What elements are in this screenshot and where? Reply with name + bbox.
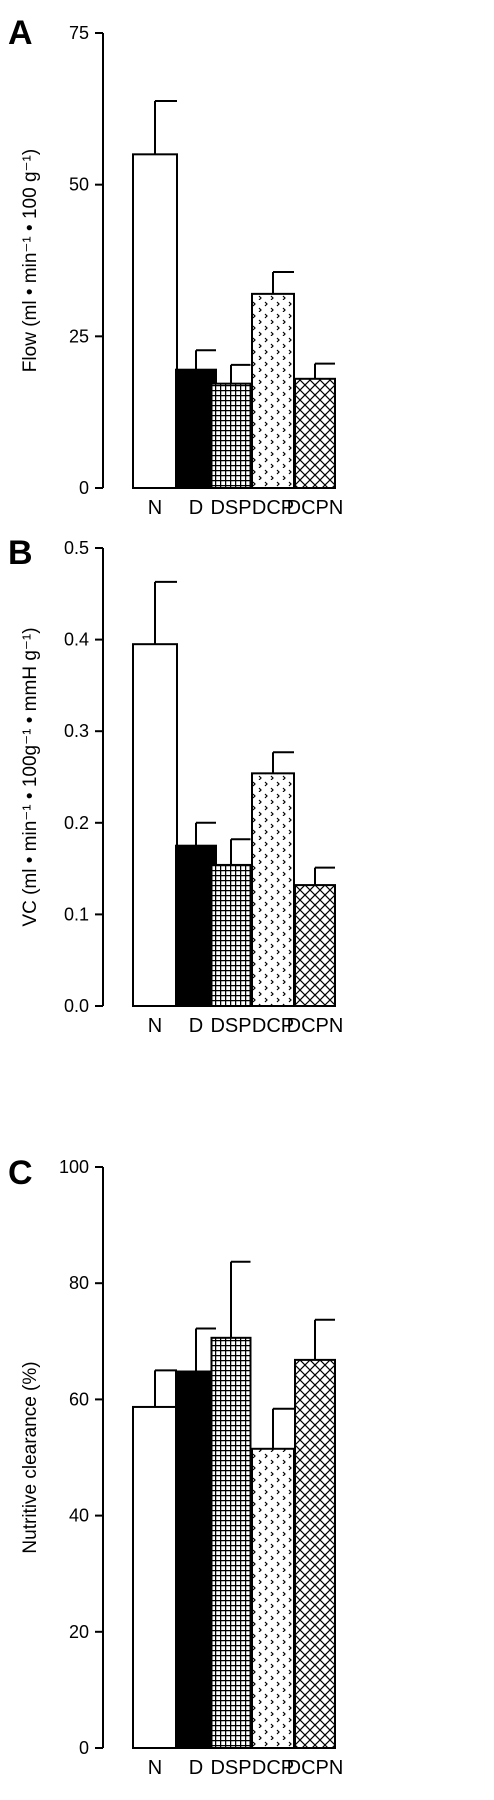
bar-n [132, 643, 178, 1007]
bar-dcp [251, 772, 295, 1007]
y-tick-label: 0.5 [64, 538, 89, 558]
bar-dcp [251, 1447, 295, 1750]
y-tick-label: 0.0 [64, 996, 89, 1016]
y-tick-label: 60 [69, 1389, 89, 1409]
x-category-label: DSP [210, 1757, 251, 1779]
bar-n [132, 153, 178, 489]
y-tick-label: 40 [69, 1506, 89, 1526]
y-tick-label: 100 [59, 1157, 89, 1177]
y-tick-label: 25 [69, 326, 89, 346]
bar-n [132, 1405, 178, 1749]
bar-dcpn [294, 377, 336, 489]
bar-dcp [251, 292, 295, 489]
panel-b: B 0.0 0.1 0.2 0.3 0.4 0.5 VC (ml • min⁻¹ • 100… [8, 534, 343, 1037]
x-category-label: N [148, 1015, 162, 1037]
y-tick-label: 20 [69, 1622, 89, 1642]
bar-d [175, 368, 217, 490]
x-category-label: DSP [210, 1015, 251, 1037]
y-tick-label: 80 [69, 1273, 89, 1293]
bar-d [175, 1370, 217, 1749]
x-category-label: DCP [252, 1757, 294, 1779]
x-category-label: D [189, 1757, 203, 1779]
y-tick-label: 0.4 [64, 630, 89, 650]
bar-dsp [210, 863, 252, 1007]
bar-d [175, 844, 217, 1008]
x-category-label: DCPN [287, 1757, 344, 1779]
x-category-label: N [148, 1757, 162, 1779]
bar-dcpn [294, 884, 336, 1008]
panel-letter-b: B [8, 534, 33, 572]
panel-letter-c: C [8, 1154, 33, 1192]
y-tick-label: 0.3 [64, 721, 89, 741]
bar-dsp [210, 1336, 252, 1749]
y-axis-title: Nutritive clearance (%) [20, 1361, 41, 1553]
x-category-label: D [189, 1015, 203, 1037]
x-category-label: DCP [252, 1015, 294, 1037]
bar-dsp [210, 382, 252, 489]
x-category-label: DCPN [287, 497, 344, 519]
x-category-label: N [148, 497, 162, 519]
panel-a: A 0 25 50 75 Flow (ml • min⁻¹ • 100 g⁻¹) N D DS… [8, 14, 343, 519]
x-category-label: DSP [210, 497, 251, 519]
x-category-label: DCP [252, 497, 294, 519]
y-tick-label: 0 [79, 478, 89, 498]
bar-dcpn [294, 1358, 336, 1749]
y-tick-label: 0 [79, 1738, 89, 1758]
panel-letter-a: A [8, 14, 33, 52]
x-category-label: D [189, 497, 203, 519]
x-category-label: DCPN [287, 1015, 344, 1037]
y-tick-label: 75 [69, 23, 89, 43]
y-tick-label: 0.1 [64, 904, 89, 924]
y-axis-title: Flow (ml • min⁻¹ • 100 g⁻¹) [20, 149, 41, 372]
y-axis-title: VC (ml • min⁻¹ • 100g⁻¹ • mmH g⁻¹) [20, 627, 41, 926]
y-tick-label: 0.2 [64, 813, 89, 833]
y-tick-label: 50 [69, 175, 89, 195]
